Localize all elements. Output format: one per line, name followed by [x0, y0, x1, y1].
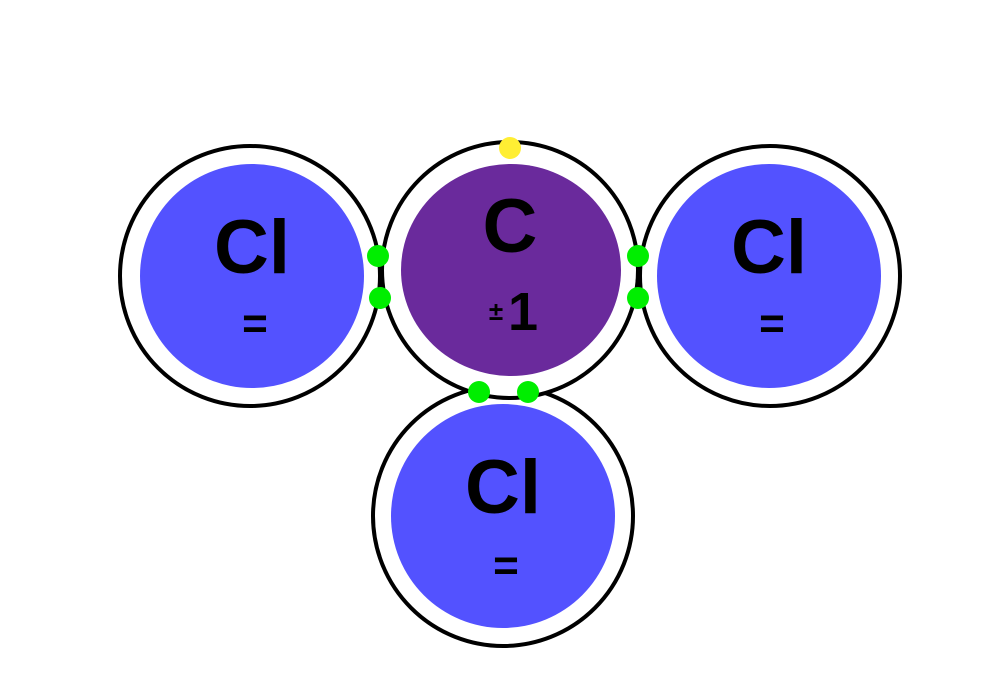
bond-electron-left-upper: [367, 245, 389, 267]
atom-right-core: [657, 164, 881, 388]
bond-electron-right-upper: [627, 245, 649, 267]
atom-left-chlorine: Cl =: [118, 144, 382, 408]
atom-right-charge: =: [759, 299, 785, 348]
bond-electron-bottom-left: [468, 381, 490, 403]
atom-left-symbol: Cl: [214, 205, 290, 290]
atom-left-core: [140, 164, 364, 388]
bond-electron-left-lower: [369, 287, 391, 309]
atom-right-symbol: Cl: [731, 205, 807, 290]
atom-center-core: [401, 164, 621, 376]
atom-center-carbon: C ± 1: [380, 140, 640, 400]
atom-center-charge-sign: ±: [489, 296, 503, 326]
atom-bottom-symbol: Cl: [465, 445, 541, 530]
bond-electron-bottom-right: [517, 381, 539, 403]
atom-bottom-chlorine: Cl =: [371, 384, 635, 648]
atom-bottom-charge: =: [493, 541, 519, 590]
atom-right-chlorine: Cl =: [638, 144, 902, 408]
bond-electron-right-lower: [627, 287, 649, 309]
atom-left-charge: =: [242, 299, 268, 348]
lone-electron: [499, 137, 521, 159]
atom-center-charge-value: 1: [508, 282, 538, 342]
atom-bottom-core: [391, 404, 615, 628]
atom-center-symbol: C: [483, 184, 538, 269]
